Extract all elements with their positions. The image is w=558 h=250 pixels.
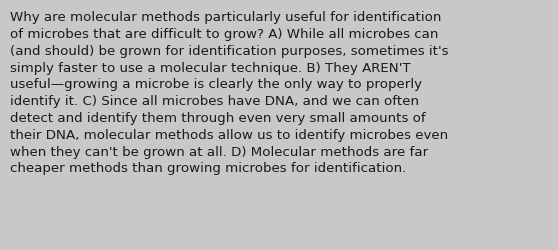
Text: Why are molecular methods particularly useful for identification
of microbes tha: Why are molecular methods particularly u… — [10, 11, 449, 175]
